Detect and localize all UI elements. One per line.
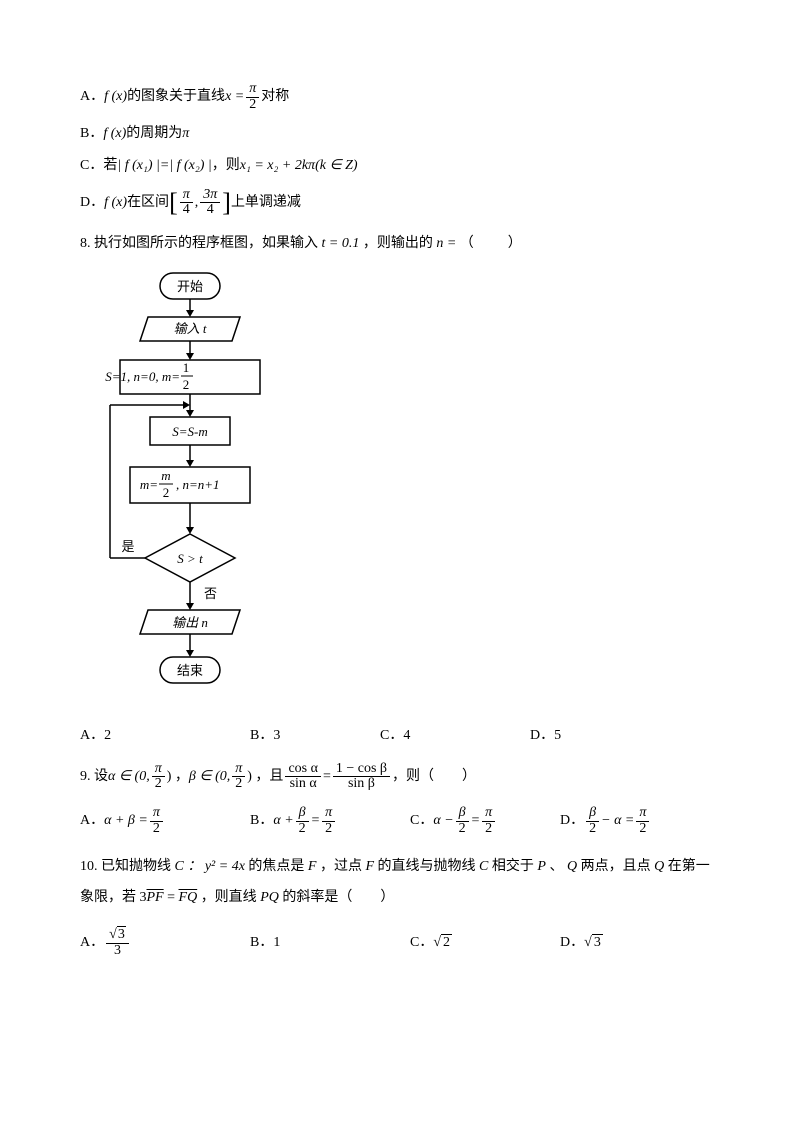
label: C．若 [80, 156, 117, 176]
pi: π [182, 124, 189, 144]
fx: f (x) [104, 193, 127, 213]
q10-choice-d: D． √3 [560, 928, 603, 958]
blank-paren: （ ） [460, 236, 524, 251]
flow-start: 开始 [177, 279, 203, 294]
flow-init: S=1, n=0, m= [105, 369, 180, 384]
t-eq: t = 0.1 [322, 236, 360, 251]
pi-over-2: π 2 [246, 82, 259, 112]
fx: f (x) [103, 124, 126, 144]
q8-stem: 8. 执行如图所示的程序框图，如果输入 t = 0.1 ，则输出的 n = （ … [80, 234, 720, 254]
vector-pf: PF [147, 890, 164, 905]
vector-fq: FQ [179, 890, 198, 905]
page-content: { "q7": { "A_prefix": "A．", "A_text_1": … [0, 0, 800, 1030]
q7-option-c: C．若 | f (x₁) |=| f (x₂) | ，则 x₁ = x₂ + 2… [80, 156, 720, 176]
q10-choice-a: A． √3 3 [80, 928, 250, 958]
svg-text:2: 2 [163, 485, 170, 500]
q8-choice-a: A．2 [80, 726, 250, 746]
one-minus-cos-frac: 1 − cos βsin β [333, 762, 390, 792]
x1-eq: x₁ = x₂ + 2kπ(k ∈ Z) [240, 156, 358, 176]
text: ，则 [212, 156, 240, 176]
label: A． [80, 87, 104, 107]
text: 对称 [261, 87, 289, 107]
label: B． [80, 124, 103, 144]
flow-end: 结束 [177, 663, 203, 678]
pi-over-2: π2 [152, 762, 165, 792]
flow-yes: 是 [121, 539, 134, 554]
fx: f (x) [104, 87, 127, 107]
q8-choice-b: B．3 [250, 726, 380, 746]
pi-over-2: π2 [232, 762, 245, 792]
flow-step-s: S=S-m [172, 424, 208, 439]
svg-text:m: m [161, 468, 170, 483]
q9-choice-a: A． α + β = π2 [80, 806, 250, 836]
q8-choices: A．2 B．3 C．4 D．5 [80, 726, 720, 746]
comma: , [195, 193, 199, 213]
flow-input: 输入 t [174, 321, 207, 336]
q7-option-d: D． f (x) 在区间 [ π 4 , 3π 4 ] 上单调递减 [80, 188, 720, 218]
x-eq: x = [225, 87, 244, 107]
text: 的周期为 [126, 124, 182, 144]
q9-choice-c: C． α − β2 = π2 [410, 806, 560, 836]
flow-no: 否 [204, 586, 217, 601]
q9-choices: A． α + β = π2 B． α + β2 = π2 C． α − β2 =… [80, 806, 720, 836]
text: 的图象关于直线 [127, 87, 225, 107]
q10-stem: 10. 已知抛物线 C ： y² = 4x 的焦点是 F ，过点 F 的直线与抛… [80, 852, 720, 914]
q7-option-a: A． f (x) 的图象关于直线 x = π 2 对称 [80, 82, 720, 112]
flow-cond: S > t [177, 551, 203, 566]
flowchart-diagram: 开始 输入 t S=1, n=0, m= 1 2 S=S-m m= m 2 , … [100, 268, 720, 715]
q10-choice-c: C． √2 [410, 928, 560, 958]
n-eq: n = [436, 236, 456, 251]
text: 上单调递减 [231, 193, 301, 213]
label: D． [80, 193, 104, 213]
q9-choice-b: B． α + β2 = π2 [250, 806, 410, 836]
flow-output: 输出 n [172, 615, 208, 630]
q8-choice-c: C．4 [380, 726, 530, 746]
q10-choices: A． √3 3 B．1 C． √2 D． √3 [80, 928, 720, 958]
q9-stem: 9. 设 α ∈ (0, π2 ) ， β ∈ (0, π2 ) ，且 cos … [80, 762, 720, 792]
q8-choice-d: D．5 [530, 726, 561, 746]
svg-text:1: 1 [183, 360, 190, 375]
pi-over-4: π 4 [180, 188, 193, 218]
svg-text:S=1, n=0, m=: S=1, n=0, m= [105, 369, 180, 384]
abs-fx: | f (x₁) |=| f (x₂) | [117, 156, 211, 176]
q7-option-b: B． f (x) 的周期为 π [80, 124, 720, 144]
cos-sin-frac: cos αsin α [285, 762, 321, 792]
text: 在区间 [127, 193, 169, 213]
flow-step-m1: m= [140, 477, 158, 492]
flow-step-m2: , n=n+1 [176, 477, 220, 492]
svg-text:2: 2 [183, 377, 190, 392]
stem-tail: ，则输出的 [363, 236, 437, 251]
q9-choice-d: D． β2 − α = π2 [560, 806, 651, 836]
stem-text: 8. 执行如图所示的程序框图，如果输入 [80, 236, 322, 251]
3pi-over-4: 3π 4 [200, 188, 220, 218]
q10-choice-b: B．1 [250, 928, 410, 958]
